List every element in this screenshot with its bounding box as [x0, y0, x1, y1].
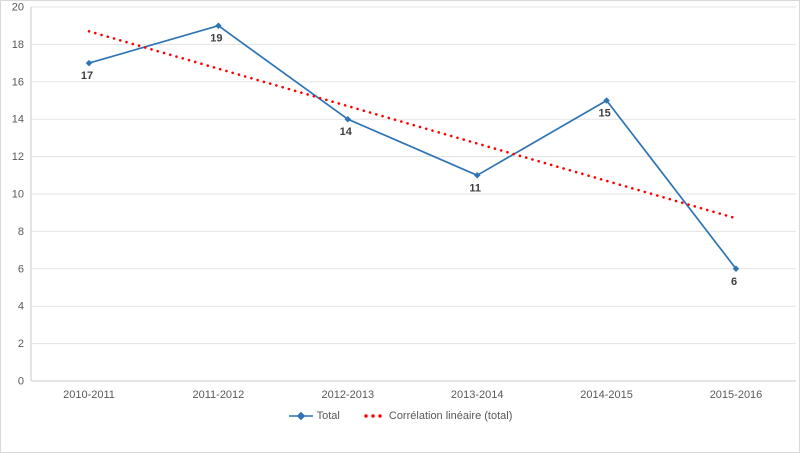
- data-point-label: 17: [81, 70, 93, 82]
- line-chart-plot: 0 2 4 6 8 10 12 14 16 18 20 2010-2011 2011-2012 2012-…: [12, 2, 796, 401]
- legend-label-total: Total: [316, 410, 340, 422]
- series-line-total: [88, 24, 737, 270]
- data-point-label: 6: [731, 276, 737, 288]
- x-tick-label: 2014-2015: [580, 389, 633, 401]
- x-tick-label: 2010-2011: [63, 389, 115, 401]
- legend-item-trend[interactable]: Corrélation linéaire (total): [362, 410, 513, 422]
- data-point-label: 11: [469, 182, 481, 194]
- y-tick-label: 6: [18, 263, 24, 275]
- y-tick-label: 2: [18, 338, 24, 350]
- x-tick-label: 2015-2016: [710, 389, 763, 401]
- legend-item-total[interactable]: Total: [288, 410, 340, 422]
- data-point-label: 15: [598, 108, 610, 120]
- y-tick-label: 0: [18, 376, 24, 388]
- chart-legend: Total Corrélation linéaire (total): [1, 410, 799, 422]
- x-tick-label: 2011-2012: [193, 389, 245, 401]
- data-point-marker: [473, 172, 481, 179]
- y-tick-label: 18: [12, 39, 24, 51]
- x-tick-label: 2012-2013: [321, 389, 374, 401]
- data-point-marker: [344, 115, 352, 123]
- x-tick-label: 2013-2014: [451, 389, 504, 401]
- y-tick-label: 4: [18, 301, 24, 313]
- data-point-marker: [732, 265, 740, 273]
- y-tick-label: 12: [12, 151, 24, 163]
- y-tick-label: 14: [12, 114, 24, 126]
- trendline-dotted: [87, 30, 738, 220]
- dotted-line-icon: [364, 414, 382, 418]
- y-tick-label: 20: [12, 2, 24, 14]
- y-tick-label: 16: [12, 76, 24, 88]
- y-tick-label: 8: [18, 226, 24, 238]
- data-point-label: 14: [340, 126, 353, 138]
- data-point-label: 19: [210, 33, 222, 45]
- y-tick-label: 10: [12, 189, 24, 201]
- data-point-marker: [85, 59, 93, 67]
- legend-label-trend: Corrélation linéaire (total): [388, 410, 513, 422]
- line-marker-icon: [288, 411, 313, 421]
